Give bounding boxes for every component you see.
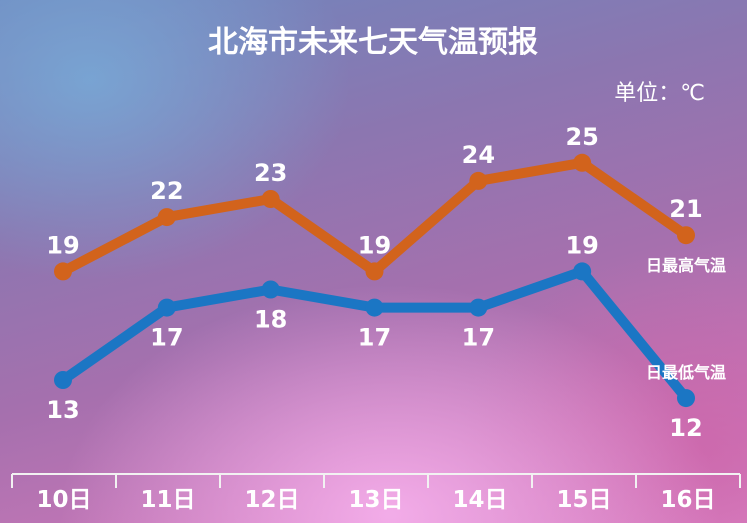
data-point [54, 371, 72, 389]
data-label: 22 [150, 177, 183, 205]
data-label: 19 [565, 231, 598, 259]
data-point [573, 153, 592, 172]
series-layer: 19 22 23 19 24 25 21 日最高气温 13 17 18 17 17 19 12 日最低气温 [46, 123, 726, 442]
x-tick-label: 16日 [660, 487, 715, 513]
chart-title: 北海市未来七天气温预报 [208, 25, 538, 60]
data-label: 21 [669, 195, 702, 223]
data-point [157, 298, 176, 317]
data-point [261, 280, 280, 299]
data-point [365, 298, 384, 317]
data-label: 17 [462, 324, 495, 352]
data-point [573, 262, 592, 281]
x-tick-label: 14日 [452, 487, 507, 513]
data-label: 19 [358, 231, 391, 259]
data-label: 19 [46, 231, 79, 259]
data-point [54, 262, 72, 281]
x-tick-label: 11日 [140, 487, 195, 513]
data-point [677, 389, 695, 408]
x-tick-label: 12日 [244, 487, 299, 513]
x-tick-label: 10日 [36, 487, 91, 513]
data-label: 18 [254, 306, 287, 334]
data-label: 17 [358, 324, 391, 352]
data-point [677, 226, 695, 245]
x-tick-label: 13日 [348, 487, 403, 513]
x-axis: 10日 11日 12日 13日 14日 15日 16日 [11, 473, 741, 513]
data-point [261, 190, 280, 208]
data-label: 23 [254, 159, 287, 187]
data-label: 25 [565, 123, 598, 151]
x-tick-label: 15日 [556, 487, 611, 513]
data-label: 12 [669, 414, 702, 442]
data-point [365, 262, 384, 281]
data-point [157, 208, 176, 227]
series-name-label: 日最低气温 [646, 363, 726, 382]
series-name-label: 日最高气温 [646, 256, 726, 275]
data-point [469, 298, 488, 317]
data-point [469, 171, 488, 190]
unit-label: 单位：℃ [614, 81, 705, 106]
data-label: 17 [150, 324, 183, 352]
data-label: 24 [462, 141, 495, 169]
data-label: 13 [46, 396, 79, 424]
